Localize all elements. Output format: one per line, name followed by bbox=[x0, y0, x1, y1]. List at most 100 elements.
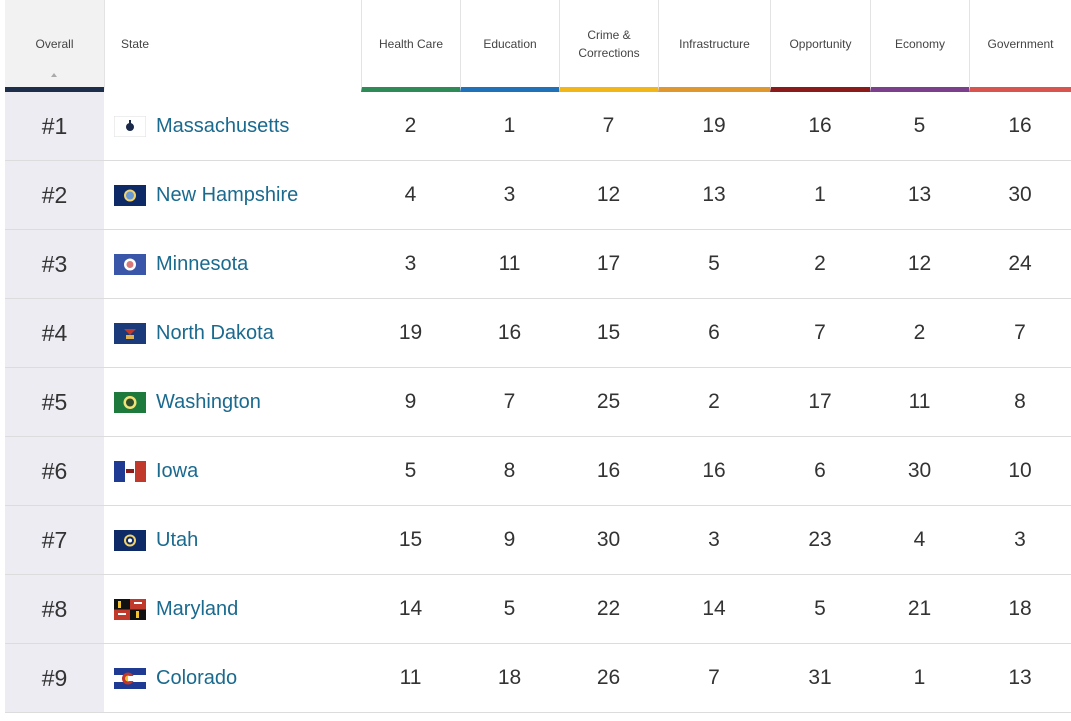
column-header-opportunity[interactable]: Opportunity bbox=[770, 0, 870, 92]
government-rank-cell: 16 bbox=[1008, 114, 1032, 137]
infrastructure-rank-cell: 2 bbox=[708, 390, 720, 413]
column-header-label: Crime & Corrections bbox=[578, 27, 640, 60]
state-link[interactable]: Minnesota bbox=[156, 252, 249, 275]
education-rank-cell: 11 bbox=[498, 252, 521, 275]
state-link[interactable]: North Dakota bbox=[156, 321, 274, 344]
education-rank-cell: 3 bbox=[503, 183, 516, 206]
economy-rank-cell: 1 bbox=[913, 666, 926, 689]
column-header-overall[interactable]: Overall bbox=[5, 0, 104, 92]
table-row: #2 New Hampshire 4 3 12 13 1 13 30 bbox=[5, 161, 1071, 230]
infrastructure-rank-cell: 6 bbox=[708, 321, 720, 344]
rank-cell: #5 bbox=[5, 368, 104, 436]
crime-corrections-rank-cell: 7 bbox=[602, 114, 615, 137]
infrastructure-rank-cell: 5 bbox=[708, 252, 720, 275]
state-cell: Massachusetts bbox=[104, 92, 361, 160]
column-header-label: Opportunity bbox=[789, 36, 852, 51]
education-rank-cell: 18 bbox=[497, 666, 522, 689]
flag-washington-icon bbox=[114, 391, 146, 413]
column-header-overall-label: Overall bbox=[35, 36, 74, 51]
flag-iowa-icon bbox=[114, 460, 146, 482]
government-rank-cell: 18 bbox=[1008, 597, 1032, 620]
table-header: Overall State Health Care Education Crim… bbox=[5, 0, 1071, 92]
table-row: #5 Washington 9 7 25 2 17 11 8 bbox=[5, 368, 1071, 437]
flag-maryland-icon bbox=[114, 598, 146, 620]
rank-cell: #7 bbox=[5, 506, 104, 574]
economy-rank-cell: 13 bbox=[907, 183, 932, 206]
rank-cell: #9 bbox=[5, 644, 104, 712]
government-rank-cell: 8 bbox=[1014, 390, 1026, 413]
table-row: #1 Massachusetts 2 1 7 19 16 5 16 bbox=[5, 92, 1071, 161]
table-row: #8 Maryland 14 5 22 14 5 21 18 bbox=[5, 575, 1071, 644]
table-row: #3 Minnesota 3 11 17 5 2 12 24 bbox=[5, 230, 1071, 299]
infrastructure-rank-cell: 3 bbox=[708, 528, 720, 551]
state-link[interactable]: Massachusetts bbox=[156, 114, 290, 137]
education-rank-cell: 16 bbox=[497, 321, 522, 344]
table-row: #4 North Dakota 19 16 15 6 7 2 7 bbox=[5, 299, 1071, 368]
state-link[interactable]: Utah bbox=[156, 528, 199, 551]
crime-corrections-rank-cell: 15 bbox=[596, 321, 621, 344]
infrastructure-rank-cell: 19 bbox=[702, 114, 726, 137]
health-care-rank-cell: 19 bbox=[398, 321, 423, 344]
flag-colorado-icon bbox=[114, 667, 146, 689]
column-header-government[interactable]: Government bbox=[969, 0, 1071, 92]
table-row: #9 Colorado 11 18 26 7 31 1 13 bbox=[5, 644, 1071, 713]
state-link[interactable]: New Hampshire bbox=[156, 183, 299, 206]
column-header-state[interactable]: State bbox=[104, 0, 361, 92]
crime-corrections-rank-cell: 12 bbox=[596, 183, 621, 206]
health-care-rank-cell: 3 bbox=[404, 252, 417, 275]
government-rank-cell: 7 bbox=[1014, 321, 1026, 344]
government-rank-cell: 3 bbox=[1014, 528, 1026, 551]
flag-minnesota-icon bbox=[114, 253, 146, 275]
flag-new-hampshire-icon bbox=[114, 184, 146, 206]
sort-ascending-icon[interactable] bbox=[51, 73, 57, 77]
opportunity-rank-cell: 7 bbox=[814, 321, 826, 344]
education-rank-cell: 1 bbox=[503, 114, 516, 137]
health-care-rank-cell: 4 bbox=[404, 183, 417, 206]
state-link[interactable]: Iowa bbox=[156, 459, 199, 482]
crime-corrections-rank-cell: 16 bbox=[596, 459, 621, 482]
column-header-economy[interactable]: Economy bbox=[870, 0, 969, 92]
column-header-label: Infrastructure bbox=[679, 36, 750, 51]
health-care-rank-cell: 11 bbox=[399, 666, 422, 689]
economy-rank-cell: 5 bbox=[913, 114, 926, 137]
education-rank-cell: 7 bbox=[503, 390, 516, 413]
column-header-education[interactable]: Education bbox=[460, 0, 559, 92]
crime-corrections-rank-cell: 22 bbox=[596, 597, 621, 620]
column-header-crime-corrections[interactable]: Crime & Corrections bbox=[559, 0, 658, 92]
government-rank-cell: 24 bbox=[1008, 252, 1032, 275]
infrastructure-rank-cell: 16 bbox=[702, 459, 726, 482]
crime-corrections-rank-cell: 30 bbox=[596, 528, 621, 551]
state-cell: Colorado bbox=[104, 644, 361, 712]
rank-cell: #1 bbox=[5, 92, 104, 160]
health-care-rank-cell: 2 bbox=[404, 114, 417, 137]
economy-rank-cell: 21 bbox=[907, 597, 932, 620]
state-cell: Utah bbox=[104, 506, 361, 574]
rank-cell: #8 bbox=[5, 575, 104, 643]
column-header-infrastructure[interactable]: Infrastructure bbox=[658, 0, 770, 92]
opportunity-rank-cell: 16 bbox=[808, 114, 832, 137]
opportunity-rank-cell: 31 bbox=[808, 666, 832, 689]
health-care-rank-cell: 14 bbox=[398, 597, 423, 620]
state-link[interactable]: Maryland bbox=[156, 597, 239, 620]
infrastructure-rank-cell: 14 bbox=[702, 597, 726, 620]
state-cell: North Dakota bbox=[104, 299, 361, 367]
health-care-rank-cell: 15 bbox=[398, 528, 423, 551]
education-rank-cell: 8 bbox=[503, 459, 516, 482]
column-header-health-care[interactable]: Health Care bbox=[361, 0, 460, 92]
flag-north-dakota-icon bbox=[114, 322, 146, 344]
opportunity-rank-cell: 23 bbox=[808, 528, 832, 551]
state-link[interactable]: Washington bbox=[156, 390, 261, 413]
rank-cell: #6 bbox=[5, 437, 104, 505]
state-link[interactable]: Colorado bbox=[156, 666, 238, 689]
government-rank-cell: 10 bbox=[1008, 459, 1032, 482]
column-header-label: Health Care bbox=[378, 36, 444, 51]
opportunity-rank-cell: 1 bbox=[814, 183, 826, 206]
education-rank-cell: 9 bbox=[503, 528, 516, 551]
opportunity-rank-cell: 2 bbox=[814, 252, 826, 275]
rank-cell: #2 bbox=[5, 161, 104, 229]
economy-rank-cell: 30 bbox=[907, 459, 932, 482]
flag-massachusetts-icon bbox=[114, 115, 146, 137]
rank-cell: #3 bbox=[5, 230, 104, 298]
economy-rank-cell: 12 bbox=[907, 252, 932, 275]
table-body: #1 Massachusetts 2 1 7 19 16 5 16 #2 New Hampsh… bbox=[5, 92, 1071, 713]
